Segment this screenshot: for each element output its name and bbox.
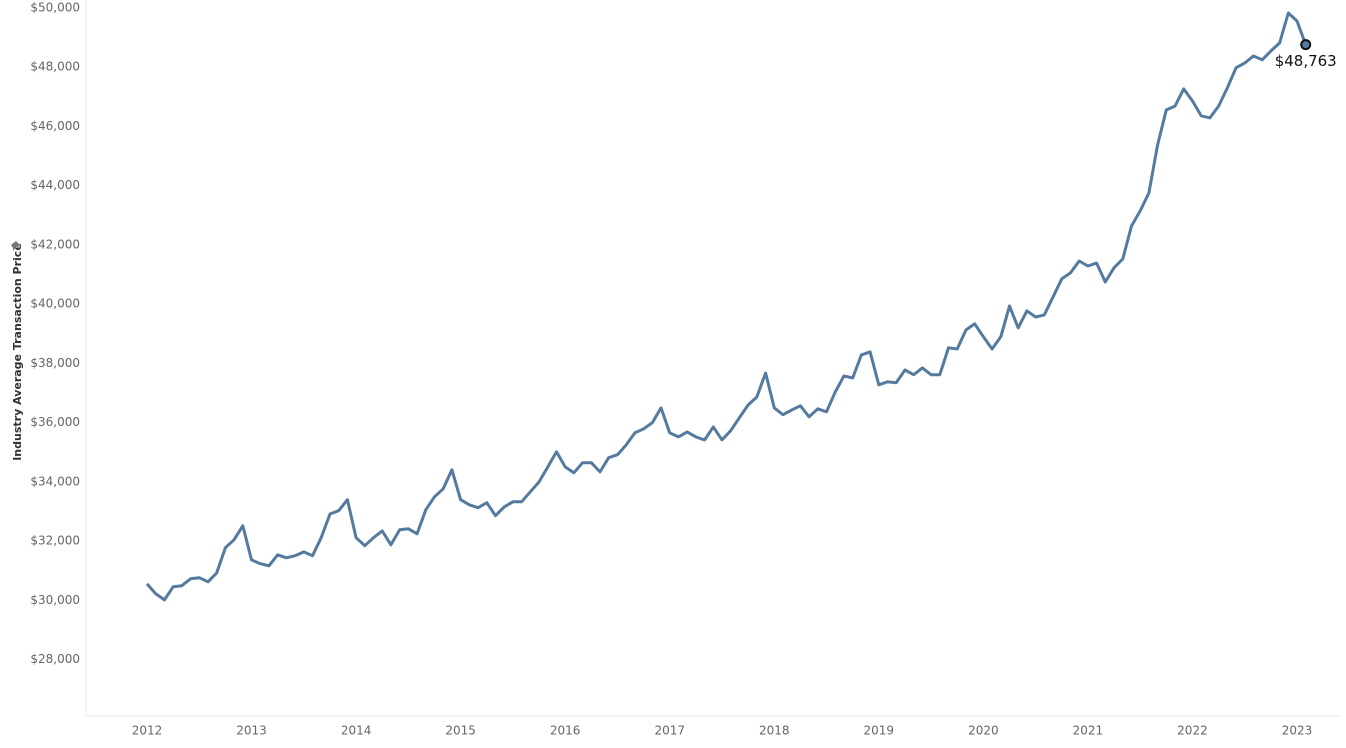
y-tick-label: $36,000 (30, 415, 80, 429)
y-tick-label: $46,000 (30, 119, 80, 133)
x-tick-label: 2014 (341, 724, 372, 738)
y-tick-label: $42,000 (30, 237, 80, 251)
series-line (145, 11, 1308, 602)
x-tick-label: 2017 (654, 724, 685, 738)
x-tick-label: 2012 (132, 724, 163, 738)
x-tick-label: 2020 (968, 724, 999, 738)
x-tick-label: 2019 (864, 724, 895, 738)
y-tick-label: $40,000 (30, 297, 80, 311)
point-marker (1300, 39, 1312, 51)
x-tick-label: 2015 (445, 724, 476, 738)
y-tick-label: $50,000 (30, 1, 80, 15)
data-label: $48,763 (1275, 52, 1337, 70)
y-tick-label: $32,000 (30, 534, 80, 548)
y-axis-title: Industry Average Transaction Price (11, 243, 24, 461)
x-tick-label: 2021 (1073, 724, 1104, 738)
y-tick-label: $34,000 (30, 474, 80, 488)
y-tick-label: $28,000 (30, 652, 80, 666)
y-tick-label: $30,000 (30, 593, 80, 607)
x-tick-label: 2018 (759, 724, 790, 738)
x-tick-label: 2016 (550, 724, 581, 738)
y-tick-label: $44,000 (30, 178, 80, 192)
y-tick-label: $38,000 (30, 356, 80, 370)
x-tick-label: 2022 (1177, 724, 1208, 738)
y-tick-label: $48,000 (30, 60, 80, 74)
pin-icon (11, 241, 20, 251)
x-tick-label: 2023 (1282, 724, 1313, 738)
x-tick-label: 2013 (236, 724, 267, 738)
